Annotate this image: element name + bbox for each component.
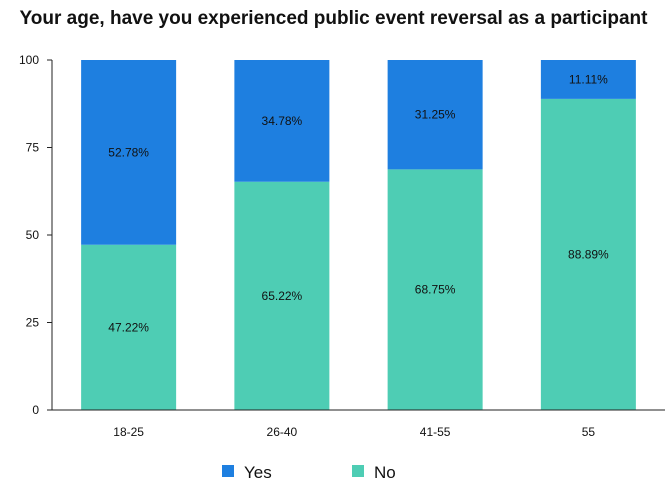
bar-no-55	[540, 98, 636, 410]
data-label-yes-41-55: 31.25%	[415, 108, 456, 122]
chart-title: Your age, have you experienced public ev…	[19, 8, 648, 29]
labels-layer: 47.22% 52.78% 18-25 65.22% 34.78% 26-40 68.75%…	[19, 53, 609, 439]
x-tick-label: 41-55	[420, 425, 451, 439]
x-tick-label: 18-25	[113, 425, 144, 439]
data-label-yes-18-25: 52.78%	[108, 145, 149, 159]
data-label-yes-26-40: 34.78%	[262, 114, 303, 128]
data-label-no-41-55: 68.75%	[415, 283, 456, 297]
axes-layer	[47, 59, 665, 411]
data-label-no-18-25: 47.22%	[108, 320, 149, 334]
y-tick-label: 25	[26, 316, 40, 330]
bar-yes-41-55	[387, 60, 483, 170]
data-label-no-55: 88.89%	[568, 247, 609, 261]
bars-layer	[81, 60, 636, 410]
y-tick-label: 100	[19, 53, 39, 67]
data-label-yes-55: 11.11%	[569, 72, 608, 86]
legend-swatch-no	[352, 465, 364, 477]
legend-label-no: No	[374, 463, 396, 481]
y-tick-label: 75	[26, 141, 40, 155]
y-tick-label: 50	[26, 228, 40, 242]
data-label-no-26-40: 65.22%	[262, 289, 303, 303]
bar-no-41-55	[387, 169, 483, 410]
bar-yes-18-25	[81, 60, 177, 245]
bar-yes-55	[540, 60, 636, 99]
y-tick-label: 0	[32, 403, 39, 417]
legend: Yes No	[222, 463, 396, 481]
legend-label-yes: Yes	[244, 463, 272, 481]
bar-no-18-25	[81, 244, 177, 410]
bar-yes-26-40	[234, 60, 330, 182]
x-tick-label: 26-40	[267, 425, 298, 439]
x-tick-label: 55	[582, 425, 596, 439]
bar-no-26-40	[234, 181, 330, 410]
legend-swatch-yes	[222, 465, 234, 477]
